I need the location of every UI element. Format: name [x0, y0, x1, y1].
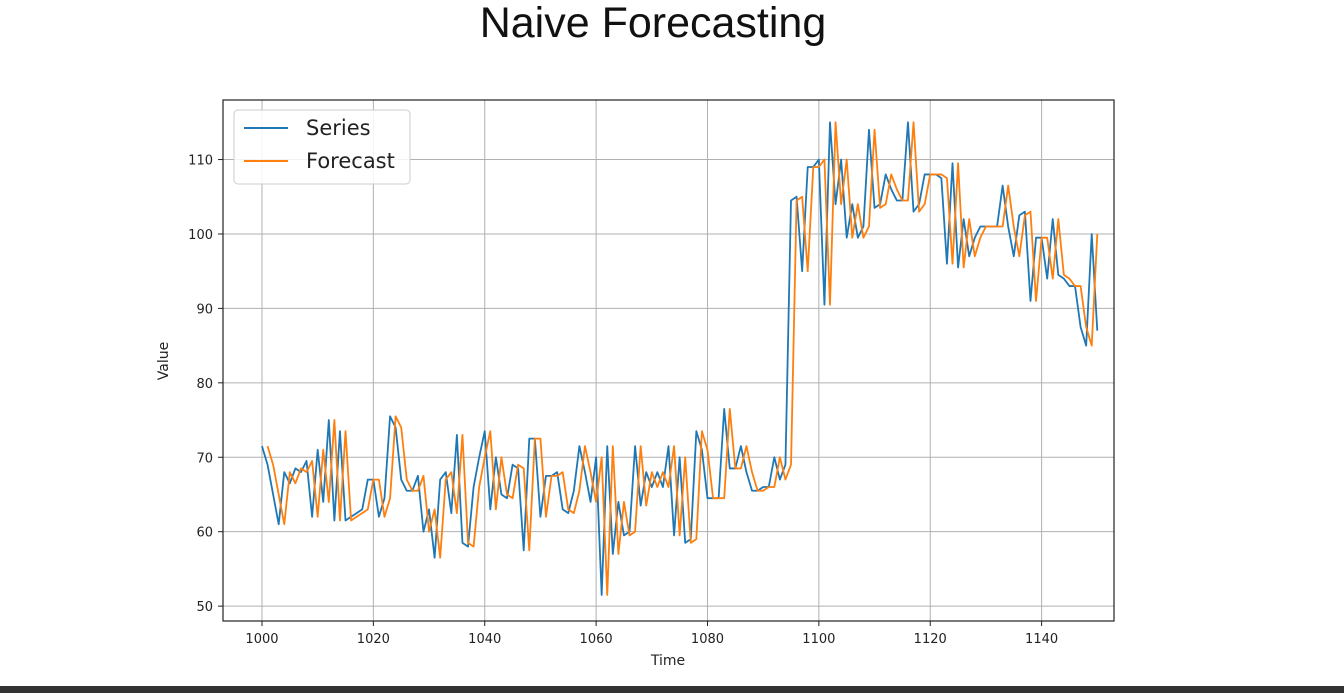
x-axis-label: Time — [650, 653, 685, 669]
y-tick-label: 100 — [188, 228, 213, 243]
legend-label-series: Series — [306, 116, 371, 140]
x-tick-label: 1020 — [357, 632, 390, 647]
y-tick-label: 80 — [196, 377, 213, 392]
x-tick-label: 1080 — [691, 632, 724, 647]
x-tick-label: 1060 — [580, 632, 613, 647]
legend: Series Forecast — [233, 109, 411, 185]
plot-area-frame — [222, 99, 1115, 622]
x-tick-label: 1100 — [802, 632, 835, 647]
y-tick-label: 60 — [196, 526, 213, 541]
x-tick-label: 1000 — [245, 632, 278, 647]
axes-ticks: 1000 1020 1040 1060 1080 1100 1120 1140 50 60 70 80… — [188, 154, 1058, 647]
y-tick-label: 110 — [188, 154, 213, 169]
series-layer — [261, 121, 1099, 596]
series-line-forecast — [266, 121, 1099, 596]
bottom-bar — [0, 686, 1344, 693]
y-tick-label: 50 — [196, 600, 213, 615]
y-tick-label: 70 — [196, 451, 213, 466]
page-title: Naive Forecasting — [479, 0, 827, 47]
y-axis-label: Value — [156, 342, 172, 380]
x-tick-label: 1120 — [914, 632, 947, 647]
x-tick-label: 1140 — [1025, 632, 1058, 647]
x-tick-label: 1040 — [468, 632, 501, 647]
legend-label-forecast: Forecast — [306, 149, 395, 173]
series-line-series — [261, 121, 1099, 596]
y-tick-label: 90 — [196, 302, 213, 317]
